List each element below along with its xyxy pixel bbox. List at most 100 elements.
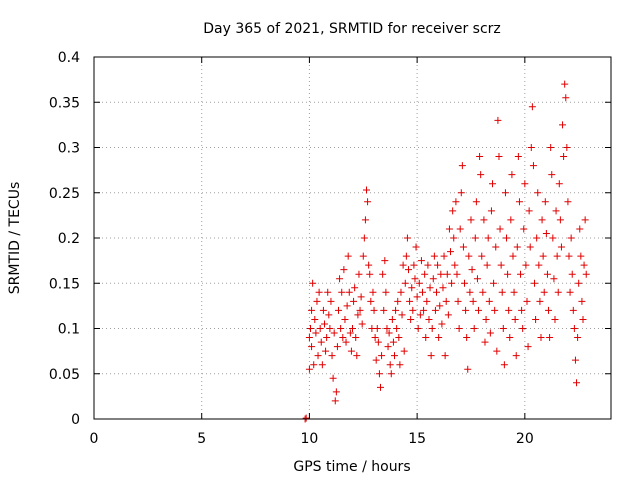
data-point bbox=[305, 365, 313, 373]
data-point bbox=[334, 306, 342, 314]
data-point bbox=[314, 352, 322, 360]
data-point bbox=[323, 334, 331, 342]
data-point bbox=[428, 325, 436, 332]
data-point bbox=[444, 311, 452, 319]
data-point bbox=[536, 297, 544, 305]
data-point bbox=[467, 216, 475, 224]
data-point bbox=[386, 361, 394, 369]
data-point bbox=[538, 216, 546, 224]
data-point bbox=[531, 279, 539, 287]
data-point bbox=[498, 288, 506, 296]
data-point bbox=[506, 334, 514, 342]
data-point bbox=[327, 297, 335, 305]
data-point bbox=[478, 252, 486, 260]
data-point bbox=[424, 261, 432, 269]
data-point bbox=[408, 284, 416, 292]
data-point bbox=[420, 306, 428, 314]
data-point bbox=[354, 311, 362, 319]
data-point bbox=[582, 270, 590, 278]
tick-labels: 0 0.05 0.1 0.15 0.2 0.25 0.3 0.35 0.4 0 5 10 15 20 bbox=[49, 50, 534, 447]
data-point bbox=[501, 189, 509, 197]
data-point bbox=[410, 261, 418, 269]
data-point bbox=[576, 225, 584, 233]
data-point bbox=[320, 320, 328, 328]
data-point bbox=[343, 302, 351, 310]
data-point bbox=[358, 320, 366, 328]
data-point bbox=[317, 338, 325, 346]
data-point bbox=[422, 334, 430, 342]
data-point bbox=[494, 116, 502, 124]
data-point bbox=[465, 252, 473, 260]
data-point bbox=[554, 288, 562, 296]
data-point bbox=[371, 334, 379, 342]
data-point bbox=[393, 325, 401, 332]
data-point bbox=[416, 311, 424, 319]
y-tick-label: 0.1 bbox=[58, 322, 80, 338]
data-point bbox=[431, 306, 439, 314]
data-point bbox=[499, 325, 507, 332]
data-point bbox=[425, 315, 433, 323]
data-point bbox=[430, 252, 438, 260]
data-point bbox=[515, 198, 523, 206]
y-tick-label: 0.05 bbox=[49, 367, 80, 383]
data-point bbox=[541, 198, 549, 206]
data-point bbox=[559, 121, 567, 129]
data-point bbox=[458, 162, 466, 170]
data-point bbox=[564, 198, 572, 206]
data-point bbox=[561, 80, 569, 88]
data-point bbox=[448, 279, 456, 287]
data-point bbox=[443, 270, 451, 278]
data-point bbox=[344, 252, 352, 260]
data-point bbox=[509, 252, 517, 260]
data-point bbox=[310, 361, 318, 369]
data-point bbox=[347, 347, 355, 355]
data-point bbox=[545, 306, 553, 314]
data-point bbox=[315, 288, 323, 296]
data-point bbox=[568, 270, 576, 278]
data-point bbox=[399, 261, 407, 269]
data-point bbox=[405, 266, 413, 274]
data-point bbox=[328, 352, 336, 360]
data-point bbox=[449, 207, 457, 215]
x-tick-label: 20 bbox=[516, 431, 534, 447]
data-point bbox=[434, 261, 442, 269]
data-point bbox=[527, 144, 535, 151]
data-point bbox=[537, 334, 545, 342]
data-point bbox=[508, 171, 516, 179]
data-point bbox=[346, 329, 354, 337]
x-axis-label: GPS time / hours bbox=[293, 459, 410, 475]
data-point bbox=[389, 338, 397, 346]
data-point bbox=[470, 325, 478, 332]
data-point bbox=[543, 270, 551, 278]
data-point bbox=[540, 288, 548, 296]
data-point bbox=[529, 162, 537, 170]
data-point bbox=[503, 234, 511, 242]
data-point bbox=[325, 311, 333, 319]
data-point bbox=[482, 315, 490, 323]
data-point bbox=[469, 297, 477, 305]
data-point bbox=[367, 297, 375, 305]
data-point bbox=[518, 306, 526, 314]
data-point bbox=[387, 370, 395, 378]
data-point bbox=[311, 315, 319, 323]
data-point bbox=[401, 279, 409, 287]
data-point bbox=[496, 225, 504, 233]
data-point bbox=[395, 334, 403, 342]
data-point bbox=[569, 306, 577, 314]
chart-title: Day 365 of 2021, SRMTID for receiver scr… bbox=[203, 21, 501, 37]
data-point bbox=[372, 356, 380, 364]
data-point bbox=[350, 297, 358, 305]
data-point bbox=[464, 365, 472, 373]
data-point bbox=[505, 306, 513, 314]
data-point bbox=[392, 306, 400, 314]
data-point bbox=[526, 243, 534, 251]
data-point bbox=[385, 329, 393, 337]
data-point bbox=[380, 306, 388, 314]
data-point bbox=[451, 261, 459, 269]
data-point bbox=[326, 325, 334, 332]
data-point bbox=[382, 288, 390, 296]
data-point bbox=[539, 252, 547, 260]
x-tick-label: 10 bbox=[301, 431, 319, 447]
data-point bbox=[524, 343, 532, 351]
